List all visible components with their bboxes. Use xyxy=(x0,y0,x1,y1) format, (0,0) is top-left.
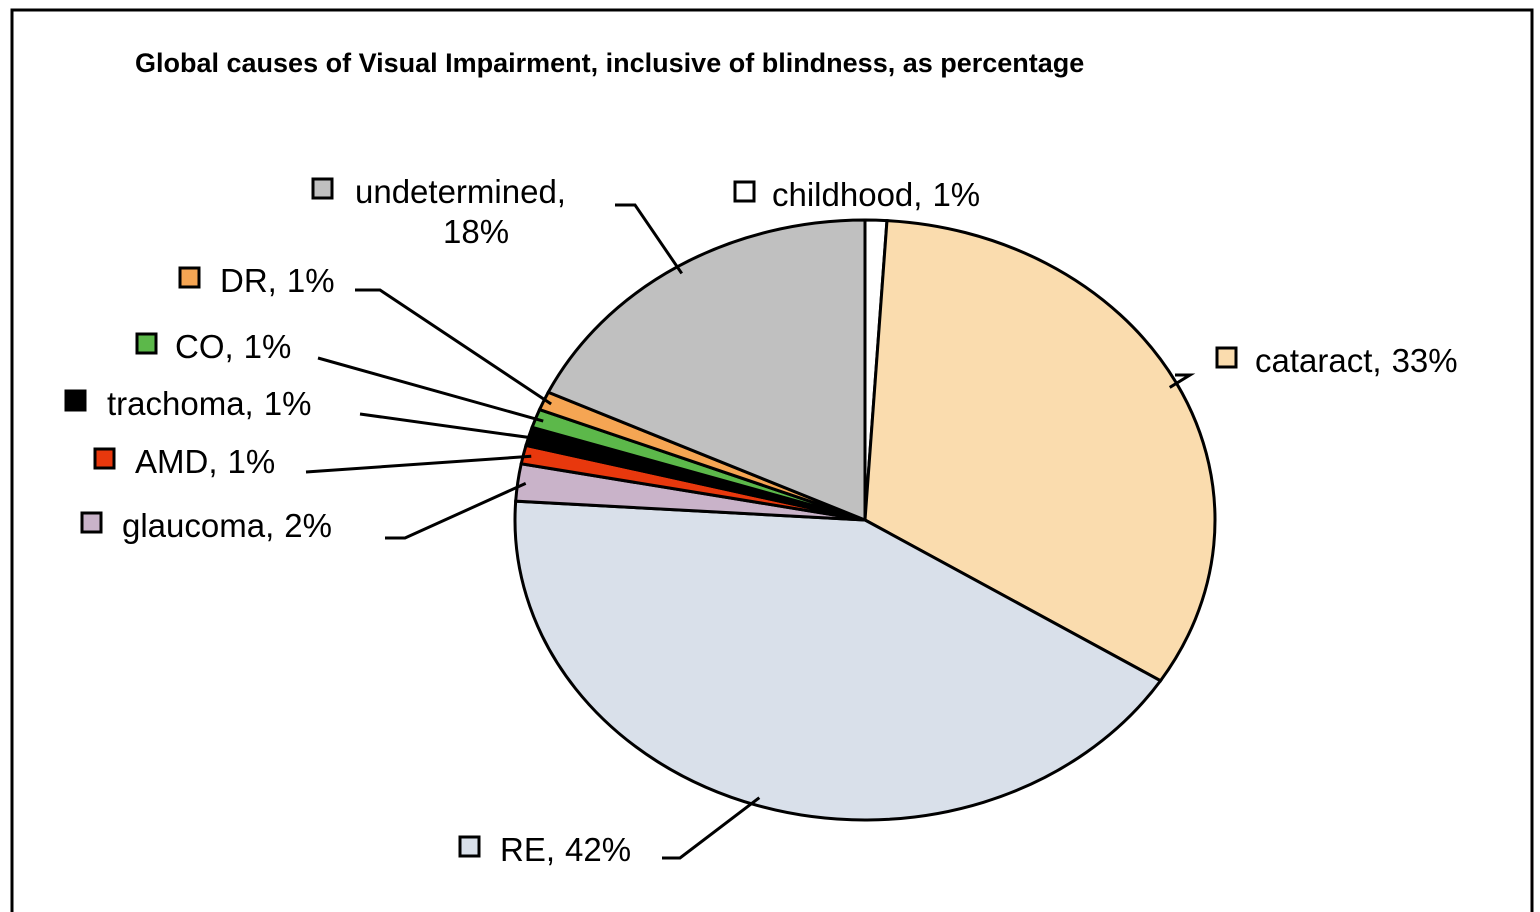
label-category: glaucoma, xyxy=(122,507,274,544)
data-label: undetermined, 18% xyxy=(355,173,566,250)
leader-line xyxy=(1168,373,1196,389)
label-category: CO, xyxy=(175,328,234,365)
label-value: 33% xyxy=(1392,342,1458,379)
label-value: 1% xyxy=(244,328,292,365)
label-category: trachoma, xyxy=(107,385,254,422)
data-label: RE, 42% xyxy=(500,831,631,868)
label-value: 1% xyxy=(264,385,312,422)
pie-slice xyxy=(513,499,1163,822)
leader-line xyxy=(359,412,537,441)
label-category: undetermined, xyxy=(355,173,566,210)
legend-swatch xyxy=(1215,346,1238,369)
label-category: cataract, xyxy=(1255,342,1382,379)
leader-line xyxy=(615,203,683,275)
legend-swatch xyxy=(93,447,116,470)
label-value: 1% xyxy=(932,176,980,213)
data-label: cataract, 33% xyxy=(1255,342,1458,379)
data-label: AMD, 1% xyxy=(135,443,275,480)
label-value: 42% xyxy=(565,831,631,868)
label-value: 1% xyxy=(287,262,335,299)
legend-swatch xyxy=(458,835,481,858)
label-category: AMD, xyxy=(135,443,218,480)
label-value: 2% xyxy=(284,507,332,544)
label-value: 18% xyxy=(443,213,509,250)
label-category: RE, xyxy=(500,831,555,868)
label-value: 1% xyxy=(228,443,276,480)
leader-line xyxy=(385,482,527,540)
data-label: glaucoma, 2% xyxy=(122,507,332,544)
data-label: childhood, 1% xyxy=(772,176,980,213)
data-label: trachoma, 1% xyxy=(107,385,311,422)
chart-title: Global causes of Visual Impairment, incl… xyxy=(135,48,1084,78)
leader-line xyxy=(662,796,761,860)
label-category: childhood, xyxy=(772,176,922,213)
label-category: DR, xyxy=(220,262,277,299)
leader-line xyxy=(305,454,532,474)
legend-swatch xyxy=(733,180,756,203)
data-label: CO, 1% xyxy=(175,328,291,365)
data-label: DR, 1% xyxy=(220,262,335,299)
legend-swatch xyxy=(178,266,201,289)
leader-line xyxy=(317,356,544,423)
legend-swatch xyxy=(80,511,103,534)
legend-swatch xyxy=(135,332,158,355)
legend-swatch xyxy=(64,389,87,412)
legend-swatch xyxy=(311,177,334,200)
leader-line xyxy=(355,288,552,406)
